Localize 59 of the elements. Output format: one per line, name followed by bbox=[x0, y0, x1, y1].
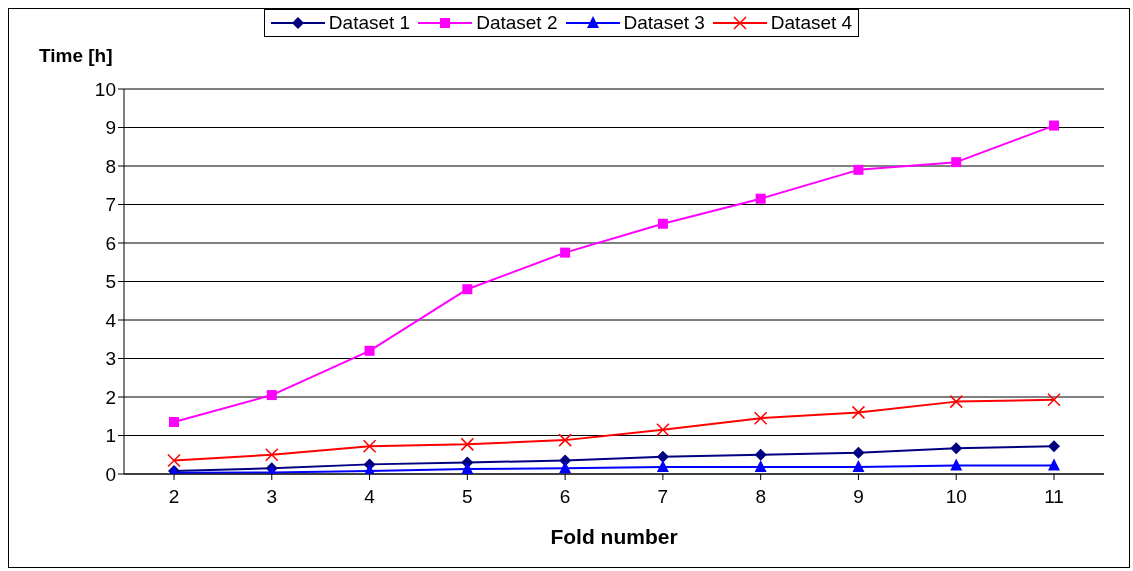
point bbox=[853, 164, 864, 175]
y-tick-label: 4 bbox=[105, 309, 117, 331]
point bbox=[169, 417, 179, 428]
y-axis-title: Time [h] bbox=[39, 45, 113, 67]
x-tick-label: 9 bbox=[853, 486, 864, 508]
point bbox=[560, 247, 571, 258]
point bbox=[362, 439, 377, 454]
point bbox=[265, 448, 279, 462]
point bbox=[266, 390, 277, 401]
y-tick-label: 2 bbox=[105, 386, 116, 408]
point bbox=[167, 453, 181, 468]
x-tick-label: 3 bbox=[266, 486, 278, 508]
point bbox=[755, 193, 766, 204]
point bbox=[851, 405, 866, 420]
point bbox=[950, 458, 963, 471]
point bbox=[1049, 120, 1059, 131]
y-tick-label: 0 bbox=[105, 463, 116, 485]
legend-label: Dataset 2 bbox=[475, 12, 558, 34]
point bbox=[656, 450, 669, 463]
x-tick-label: 2 bbox=[168, 486, 180, 508]
point bbox=[656, 460, 669, 473]
x-tick-label: 6 bbox=[559, 486, 571, 508]
point bbox=[460, 437, 475, 452]
y-tick-label: 1 bbox=[105, 425, 116, 447]
point bbox=[462, 284, 473, 295]
point bbox=[852, 460, 865, 473]
point bbox=[461, 462, 474, 474]
y-tick-label: 10 bbox=[94, 78, 116, 100]
y-tick-label: 3 bbox=[105, 348, 116, 370]
x-tick-label: 11 bbox=[1044, 486, 1064, 508]
x-tick-label: 5 bbox=[462, 486, 473, 508]
y-tick-label: 5 bbox=[105, 271, 116, 293]
x-tick-label: 4 bbox=[364, 486, 376, 508]
x-tick-label: 8 bbox=[755, 486, 766, 508]
point bbox=[753, 411, 768, 425]
point bbox=[950, 442, 963, 455]
point bbox=[657, 218, 668, 229]
point bbox=[364, 345, 375, 356]
point bbox=[1048, 458, 1060, 471]
point bbox=[951, 157, 962, 168]
y-tick-label: 9 bbox=[105, 117, 116, 139]
x-tick-label: 10 bbox=[945, 486, 967, 508]
point bbox=[1047, 392, 1061, 407]
legend-label: Dataset 4 bbox=[769, 12, 853, 34]
point bbox=[754, 448, 767, 461]
point bbox=[949, 394, 963, 409]
x-tick-label: 7 bbox=[657, 486, 669, 508]
point bbox=[754, 460, 767, 473]
y-tick-label: 8 bbox=[105, 155, 116, 177]
point bbox=[558, 433, 572, 447]
x-axis-title: Fold number bbox=[550, 525, 678, 548]
y-tick-label: 7 bbox=[105, 194, 116, 216]
legend-label: Dataset 3 bbox=[622, 12, 705, 34]
point bbox=[1048, 440, 1060, 453]
point bbox=[656, 422, 670, 437]
point bbox=[852, 446, 865, 459]
legend-label: Dataset 1 bbox=[327, 12, 411, 34]
point bbox=[559, 461, 572, 474]
y-tick-label: 6 bbox=[105, 232, 116, 254]
